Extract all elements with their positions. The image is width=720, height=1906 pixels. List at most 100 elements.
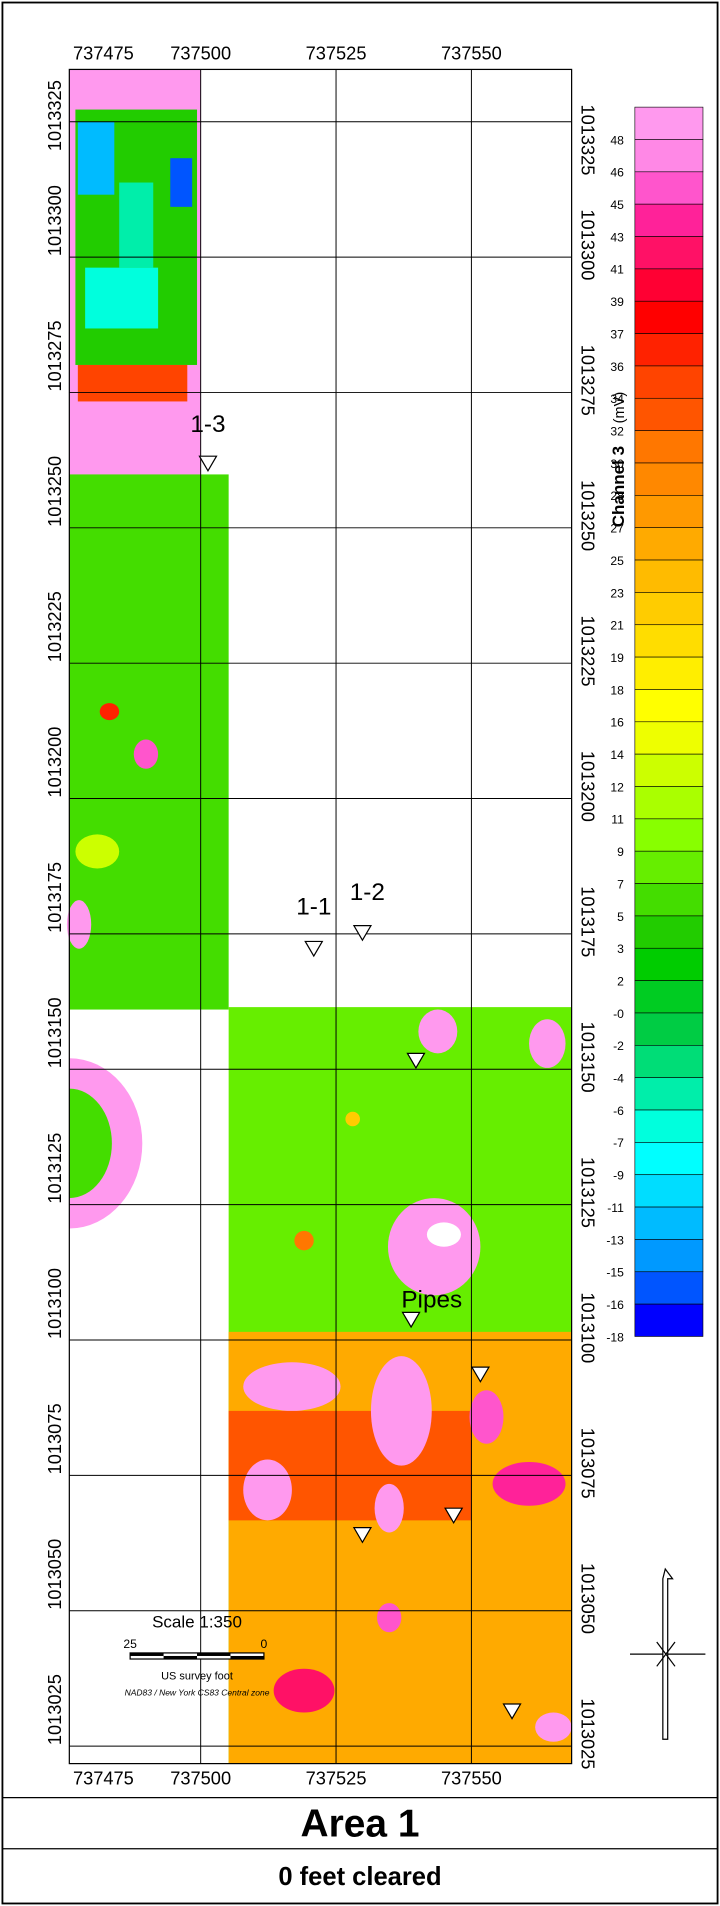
legend-label: -2 [613,1039,624,1053]
legend-label: 16 [610,716,624,730]
legend-swatch [635,754,703,786]
legend-swatch [635,981,703,1013]
legend: 4846454341393736343230282725232119181614… [606,107,703,1344]
anomaly [85,268,158,329]
northing-label: 1013300 [577,209,598,280]
legend-swatch [635,204,703,236]
legend-label: -9 [613,1169,624,1183]
legend-label: 11 [611,813,624,827]
scale-title: Scale 1:350 [152,1612,242,1631]
northing-label: 1013150 [44,997,65,1068]
northing-label: 1013075 [44,1403,65,1474]
legend-label: -18 [606,1330,624,1344]
northing-label: 1013225 [577,616,598,687]
easting-label: 737525 [306,43,367,64]
scale-bar-segment [230,1656,263,1659]
northing-label: 1013175 [577,886,598,957]
anomaly [78,365,187,401]
legend-label: 25 [610,554,624,568]
scale-right: 0 [261,1637,268,1651]
northing-label: 1013250 [44,456,65,527]
legend-label: 39 [610,295,624,309]
marker-label: 1-3 [190,411,225,438]
legend-label: 36 [610,360,624,374]
anomaly [529,1019,565,1068]
legend-label: 19 [610,651,624,665]
legend-swatch [635,528,703,560]
north-arrow [630,1569,705,1739]
legend-label: -15 [606,1266,624,1280]
marker-symbol [199,456,216,471]
legend-label: 14 [610,748,624,762]
marker-label: 1-1 [296,894,331,921]
scale-bar-segment [164,1656,197,1659]
legend-swatch [635,1142,703,1174]
easting-label: 737525 [306,1767,367,1788]
northing-label: 1013325 [577,104,598,175]
northing-label: 1013250 [577,480,598,551]
legend-label: 3 [617,942,624,956]
scale-left: 25 [123,1637,137,1651]
anomaly [345,1112,360,1127]
legend-label: 43 [610,230,624,244]
northing-label: 1013225 [44,591,65,662]
legend-label: -7 [613,1136,624,1150]
legend-label: -4 [613,1072,624,1086]
legend-swatch [635,560,703,592]
legend-label: 18 [610,683,624,697]
legend-label: 45 [610,198,624,212]
legend-label: -16 [606,1298,624,1312]
easting-label: 737550 [441,43,502,64]
legend-label: 21 [610,619,624,633]
anomaly [493,1462,566,1506]
footer-title: Area 1 [301,1803,420,1846]
legend-swatch [635,463,703,495]
scale-bar-segment [197,1653,230,1656]
northing-label: 1013100 [44,1268,65,1339]
northing-label: 1013300 [44,185,65,256]
anomaly [427,1222,461,1246]
anomaly [274,1669,335,1713]
legend-label: 12 [610,780,624,794]
northing-label: 1013050 [577,1563,598,1634]
legend-label: -0 [613,1007,624,1021]
footer-subtitle: 0 feet cleared [278,1863,441,1891]
northing-label: 1013200 [577,751,598,822]
anomaly [67,900,91,949]
legend-label: -13 [606,1233,624,1247]
northing-label: 1013125 [44,1133,65,1204]
legend-unit: (mV) [612,392,628,424]
legend-swatch [635,1304,703,1336]
legend-swatch [635,1078,703,1110]
legend-label: 41 [610,263,624,277]
legend-title: Channel 3 [609,446,628,527]
legend-swatch [635,1045,703,1077]
legend-swatch [635,269,703,301]
legend-label: -6 [613,1104,624,1118]
legend-swatch [635,657,703,689]
legend-label: 5 [617,910,624,924]
legend-swatch [635,334,703,366]
anomaly [294,1231,313,1250]
legend-swatch [635,107,703,139]
anomaly [134,740,158,769]
anomaly [243,1460,292,1521]
marker-label: Pipes [401,1287,462,1314]
legend-swatch [635,237,703,269]
legend-swatch [635,301,703,333]
easting-label: 737500 [170,1767,231,1788]
scale-bar-segment [130,1653,163,1656]
legend-swatch [635,1207,703,1239]
legend-label: 2 [617,974,624,988]
anomaly [418,1010,457,1054]
easting-label: 737475 [73,43,134,64]
easting-label: 737500 [170,43,231,64]
legend-swatch [635,948,703,980]
legend-label: 7 [617,877,624,891]
legend-label: -11 [607,1201,624,1215]
legend-label: 32 [610,425,624,439]
legend-swatch [635,1175,703,1207]
easting-label: 737475 [73,1767,134,1788]
northing-label: 1013325 [44,80,65,151]
legend-swatch [635,851,703,883]
